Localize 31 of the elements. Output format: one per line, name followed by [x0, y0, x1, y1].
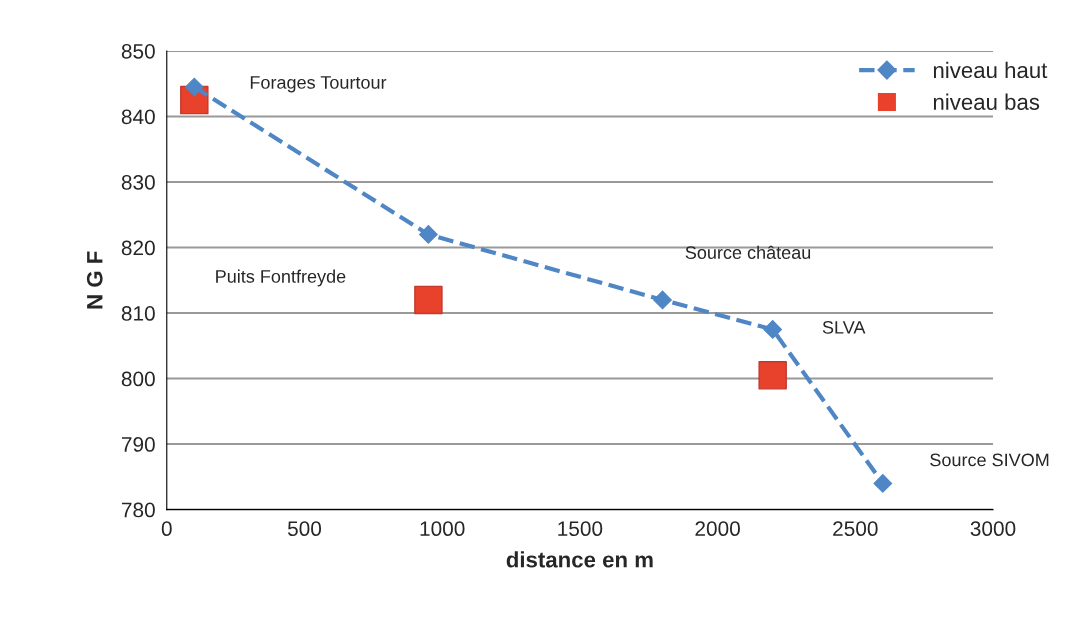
- annotation: Puits Fontfreyde: [216, 269, 346, 287]
- x-tick-label: 0: [161, 521, 172, 537]
- legend-label: niveau haut: [933, 61, 1048, 79]
- y-tick-label: 810: [121, 306, 155, 321]
- y-tick-label: 840: [121, 109, 155, 125]
- point: [763, 320, 783, 339]
- y-tick-label: 780: [121, 502, 155, 518]
- y-tick-label: 830: [121, 175, 155, 190]
- y-tick-label: 800: [121, 371, 155, 387]
- point: [419, 225, 438, 244]
- y-tick-label: 790: [121, 437, 155, 452]
- annotation: Source SIVOM: [930, 453, 1049, 467]
- y-tick-label: 850: [121, 43, 155, 59]
- point: [758, 361, 787, 390]
- x-axis-title: distance en m: [506, 551, 653, 568]
- y-tick-label: 820: [121, 240, 155, 256]
- annotation: SLVA: [822, 320, 866, 334]
- point: [873, 474, 893, 493]
- x-tick-label: 500: [287, 521, 322, 537]
- legend-label: niveau bas: [933, 93, 1040, 110]
- x-tick-label: 2000: [695, 521, 740, 537]
- y-axis-title: N G F: [86, 251, 103, 309]
- point: [414, 285, 443, 315]
- x-tick-label: 2500: [833, 521, 878, 537]
- annotation: Forages Tourtour: [250, 76, 387, 93]
- point: [653, 290, 672, 310]
- x-tick-label: 3000: [970, 521, 1016, 537]
- annotation: Source château: [685, 245, 811, 259]
- point: [184, 77, 204, 97]
- x-tick-label: 1000: [420, 521, 465, 537]
- x-tick-label: 1500: [558, 521, 603, 537]
